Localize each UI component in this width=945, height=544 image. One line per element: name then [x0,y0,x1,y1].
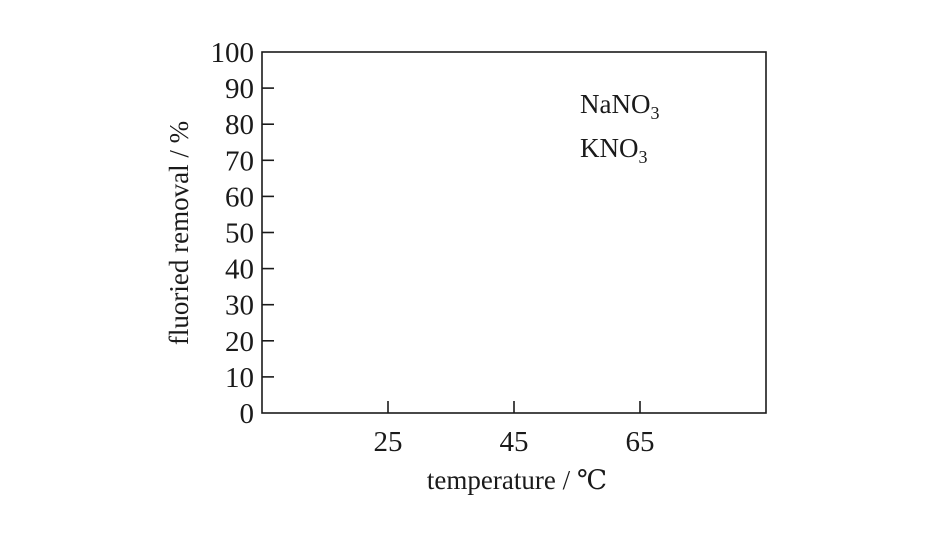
y-tick-label: 0 [240,398,255,430]
x-tick-label: 65 [626,426,655,458]
x-axis-title: temperature / ℃ [427,465,607,495]
y-axis-ticks: 0 10 20 30 40 50 60 70 80 90 100 [211,37,274,430]
y-tick-label: 100 [211,37,255,69]
y-tick-label: 40 [225,254,254,286]
y-tick-label: 10 [225,362,254,394]
y-tick-label: 20 [225,326,254,358]
legend-entry: NaNO3 [580,89,659,123]
plot-frame [261,51,767,414]
y-tick-label: 30 [225,290,254,322]
y-tick-label: 60 [225,181,254,213]
x-tick-label: 45 [500,426,529,458]
y-tick-label: 70 [225,145,254,177]
x-tick-label: 25 [374,426,403,458]
y-tick-label: 90 [225,73,254,105]
legend-entry: KNO3 [580,133,648,167]
legend: NaNO3 KNO3 [580,89,659,167]
y-tick-label: 80 [225,109,254,141]
y-tick-label: 50 [225,218,254,250]
y-axis-title: fluoried removal / % [164,121,194,345]
x-axis-ticks: 25 45 65 [374,401,655,458]
